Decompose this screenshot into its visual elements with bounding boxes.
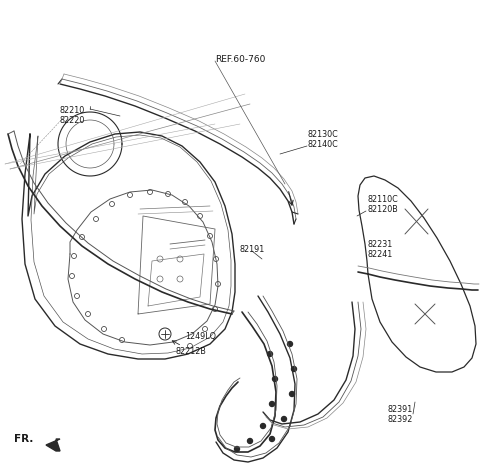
Text: REF.60-760: REF.60-760 — [215, 55, 265, 64]
Text: 1249LQ: 1249LQ — [185, 332, 216, 341]
Circle shape — [281, 417, 287, 421]
Text: 82212B: 82212B — [175, 347, 206, 356]
Text: 82231
82241: 82231 82241 — [368, 239, 393, 259]
Text: 82210
82220: 82210 82220 — [60, 106, 85, 126]
Circle shape — [235, 447, 240, 452]
Text: 82130C
82140C: 82130C 82140C — [308, 129, 339, 149]
Circle shape — [269, 401, 275, 407]
Text: 82391
82392: 82391 82392 — [387, 405, 413, 424]
Circle shape — [288, 341, 292, 346]
Circle shape — [269, 437, 275, 441]
Circle shape — [261, 423, 265, 428]
Circle shape — [273, 376, 277, 382]
Circle shape — [291, 366, 297, 372]
Circle shape — [248, 438, 252, 444]
Circle shape — [289, 392, 295, 396]
Text: 82110C
82120B: 82110C 82120B — [368, 195, 399, 214]
Text: FR.: FR. — [14, 434, 34, 444]
Circle shape — [267, 352, 273, 356]
Polygon shape — [46, 439, 60, 451]
Text: 82191: 82191 — [240, 245, 265, 254]
